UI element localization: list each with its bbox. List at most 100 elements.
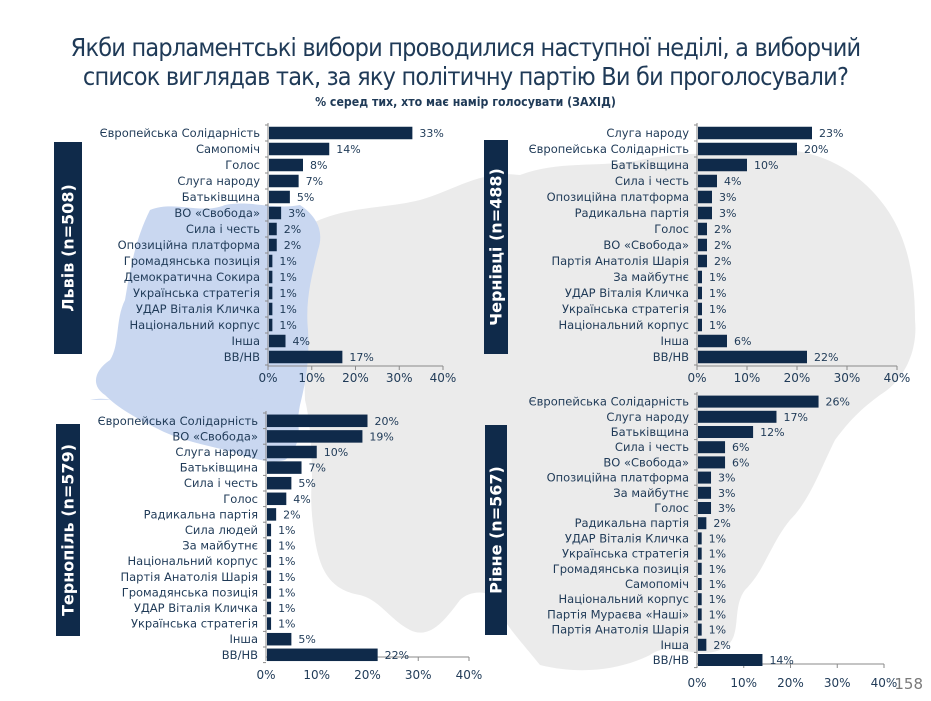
bar xyxy=(267,554,272,568)
category-label: Голос xyxy=(223,492,258,506)
bar xyxy=(269,238,277,252)
bar xyxy=(269,206,282,220)
bar xyxy=(698,562,702,575)
panel-label-rivne: Рівне (n=567) xyxy=(485,425,507,635)
bar xyxy=(267,586,272,599)
bar xyxy=(267,539,272,552)
category-label: Громадянська позиція xyxy=(122,585,258,599)
bar xyxy=(698,486,712,499)
x-tick-label: 0% xyxy=(258,371,277,385)
bar xyxy=(698,441,726,454)
category-label: ВВ/НВ xyxy=(653,653,689,667)
value-label: 20% xyxy=(804,143,828,156)
value-label: 1% xyxy=(709,578,726,591)
panel-label-text: Рівне (n=567) xyxy=(486,466,506,594)
panel-label-text: Чернівці (n=488) xyxy=(486,168,506,326)
value-label: 1% xyxy=(709,608,726,621)
value-label: 22% xyxy=(814,351,838,364)
chart-title-line-1: Якби парламентські вибори проводилися на… xyxy=(70,33,862,62)
category-label: Радикальна партія xyxy=(575,516,689,530)
value-label: 17% xyxy=(783,411,807,424)
category-label: Європейська Солідарність xyxy=(529,142,690,156)
value-label: 7% xyxy=(306,175,323,188)
category-label: ВО «Свобода» xyxy=(172,429,258,443)
bar xyxy=(267,648,378,662)
category-label: Самопоміч xyxy=(625,577,689,591)
x-tick-label: 40% xyxy=(456,668,483,682)
bar xyxy=(698,623,702,636)
category-label: Національний корпус xyxy=(559,592,690,606)
bar xyxy=(698,174,717,188)
map-shape-east xyxy=(300,150,916,671)
value-label: 2% xyxy=(284,239,301,252)
value-label: 23% xyxy=(819,127,843,140)
category-label: Радикальна партія xyxy=(575,206,689,220)
bar xyxy=(698,395,819,408)
category-label: УДАР Віталія Кличка xyxy=(565,531,689,545)
bar xyxy=(698,302,702,316)
value-label: 1% xyxy=(278,540,295,553)
value-label: 14% xyxy=(336,143,360,156)
bar xyxy=(698,578,702,590)
value-label: 2% xyxy=(283,508,300,521)
bar xyxy=(267,492,287,506)
bar xyxy=(698,410,777,423)
bar xyxy=(267,430,363,443)
bar xyxy=(698,517,707,530)
map-shape-west-highlight xyxy=(95,203,321,462)
value-label: 2% xyxy=(714,223,731,236)
bar xyxy=(269,254,273,268)
bar xyxy=(267,632,292,646)
category-label: УДАР Віталія Кличка xyxy=(565,286,689,300)
value-label: 1% xyxy=(279,255,296,268)
value-label: 1% xyxy=(278,586,295,599)
category-label: Інша xyxy=(661,638,689,652)
category-label: Сила і честь xyxy=(184,476,258,490)
bar xyxy=(269,174,299,188)
panel-label-lviv: Львів (n=508) xyxy=(54,142,82,354)
bar xyxy=(698,350,807,364)
value-label: 1% xyxy=(709,563,726,576)
value-label: 1% xyxy=(709,271,726,284)
category-label: ВВ/НВ xyxy=(653,350,689,364)
value-label: 8% xyxy=(310,159,327,172)
panel-label-ternopil: Тернопіль (n=579) xyxy=(56,424,80,636)
x-tick-label: 10% xyxy=(298,371,325,385)
bar xyxy=(698,158,747,172)
x-tick-label: 20% xyxy=(777,676,804,690)
category-label: Батьківщина xyxy=(180,461,258,475)
category-label: За майбутнє xyxy=(182,539,258,553)
category-label: За майбутнє xyxy=(613,270,689,284)
value-label: 10% xyxy=(324,446,348,459)
value-label: 2% xyxy=(713,517,730,530)
x-tick-label: 40% xyxy=(871,676,898,690)
value-label: 3% xyxy=(718,487,735,500)
value-label: 1% xyxy=(709,624,726,637)
bar xyxy=(269,142,330,156)
category-label: Інша xyxy=(661,334,689,348)
category-label: Сила і честь xyxy=(615,440,689,454)
value-label: 7% xyxy=(309,462,326,475)
value-label: 1% xyxy=(709,303,726,316)
x-tick-label: 10% xyxy=(734,371,761,385)
bar xyxy=(698,142,797,156)
value-label: 12% xyxy=(760,426,784,439)
x-tick-label: 40% xyxy=(884,371,911,385)
value-label: 3% xyxy=(718,502,735,515)
x-tick-label: 0% xyxy=(256,668,275,682)
category-label: ВО «Свобода» xyxy=(603,455,689,469)
value-label: 14% xyxy=(769,654,793,667)
value-label: 1% xyxy=(709,593,726,606)
value-label: 33% xyxy=(419,127,443,140)
category-label: Слуга народу xyxy=(606,410,689,424)
category-label: Сила і честь xyxy=(186,222,260,236)
bar xyxy=(698,608,702,621)
value-label: 3% xyxy=(718,472,735,485)
value-label: 1% xyxy=(278,524,295,537)
x-tick-label: 20% xyxy=(342,371,369,385)
value-label: 2% xyxy=(284,223,301,236)
category-label: Демократична Сокира xyxy=(124,270,260,284)
bar xyxy=(698,238,707,252)
bar xyxy=(698,334,727,348)
